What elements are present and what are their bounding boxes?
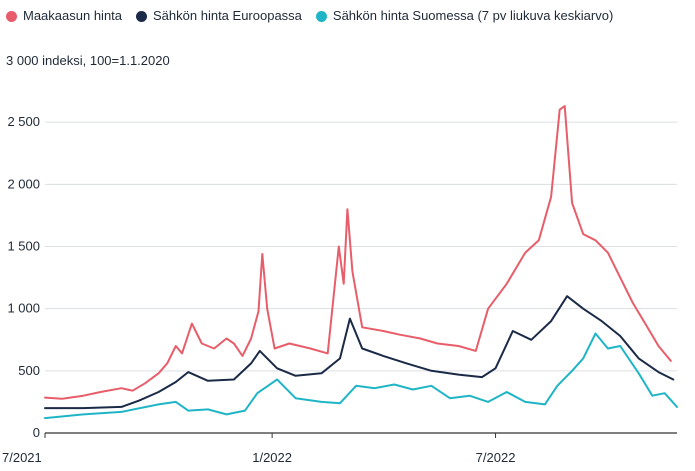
y-tick-label: 2 000 xyxy=(7,176,40,191)
x-tick-label: 1/2022 xyxy=(252,450,292,465)
legend-dot-icon xyxy=(136,10,148,22)
legend: Maakaasun hinta Sähkön hinta Euroopassa Sä… xyxy=(6,6,613,26)
x-tick-label: 7/2021 xyxy=(2,450,42,465)
legend-label: Maakaasun hinta xyxy=(23,8,123,23)
y-tick-label: 1 500 xyxy=(7,239,40,254)
legend-item: Sähkön hinta Suomessa (7 pv liukuva kesk… xyxy=(315,6,614,26)
series-line-1 xyxy=(44,105,672,400)
series-lines xyxy=(44,105,678,420)
legend-dot-icon xyxy=(315,10,327,22)
y-tick-labels: 0 500 1 000 1 500 2 000 2 500 xyxy=(7,114,40,440)
legend-item: Maakaasun hinta xyxy=(6,6,122,26)
legend-label: Sähkön hinta Euroopassa xyxy=(153,8,302,23)
y-axis-title: 3 000 indeksi, 100=1.1.2020 xyxy=(6,53,170,68)
legend-item: Sähkön hinta Euroopassa xyxy=(136,6,302,26)
legend-dot-icon xyxy=(6,10,17,22)
legend-label: Sähkön hinta Suomessa (7 pv liukuva kesk… xyxy=(332,8,614,23)
y-tick-label: 2 500 xyxy=(7,114,40,129)
series-line-2 xyxy=(44,295,675,410)
x-tick-labels: 7/2021 1/2022 7/2022 xyxy=(2,433,515,465)
y-tick-label: 0 xyxy=(33,425,40,440)
y-tick-label: 500 xyxy=(18,363,40,378)
series-line-3 xyxy=(44,332,678,420)
y-tick-label: 1 000 xyxy=(7,301,40,316)
x-tick-label: 7/2022 xyxy=(476,450,516,465)
